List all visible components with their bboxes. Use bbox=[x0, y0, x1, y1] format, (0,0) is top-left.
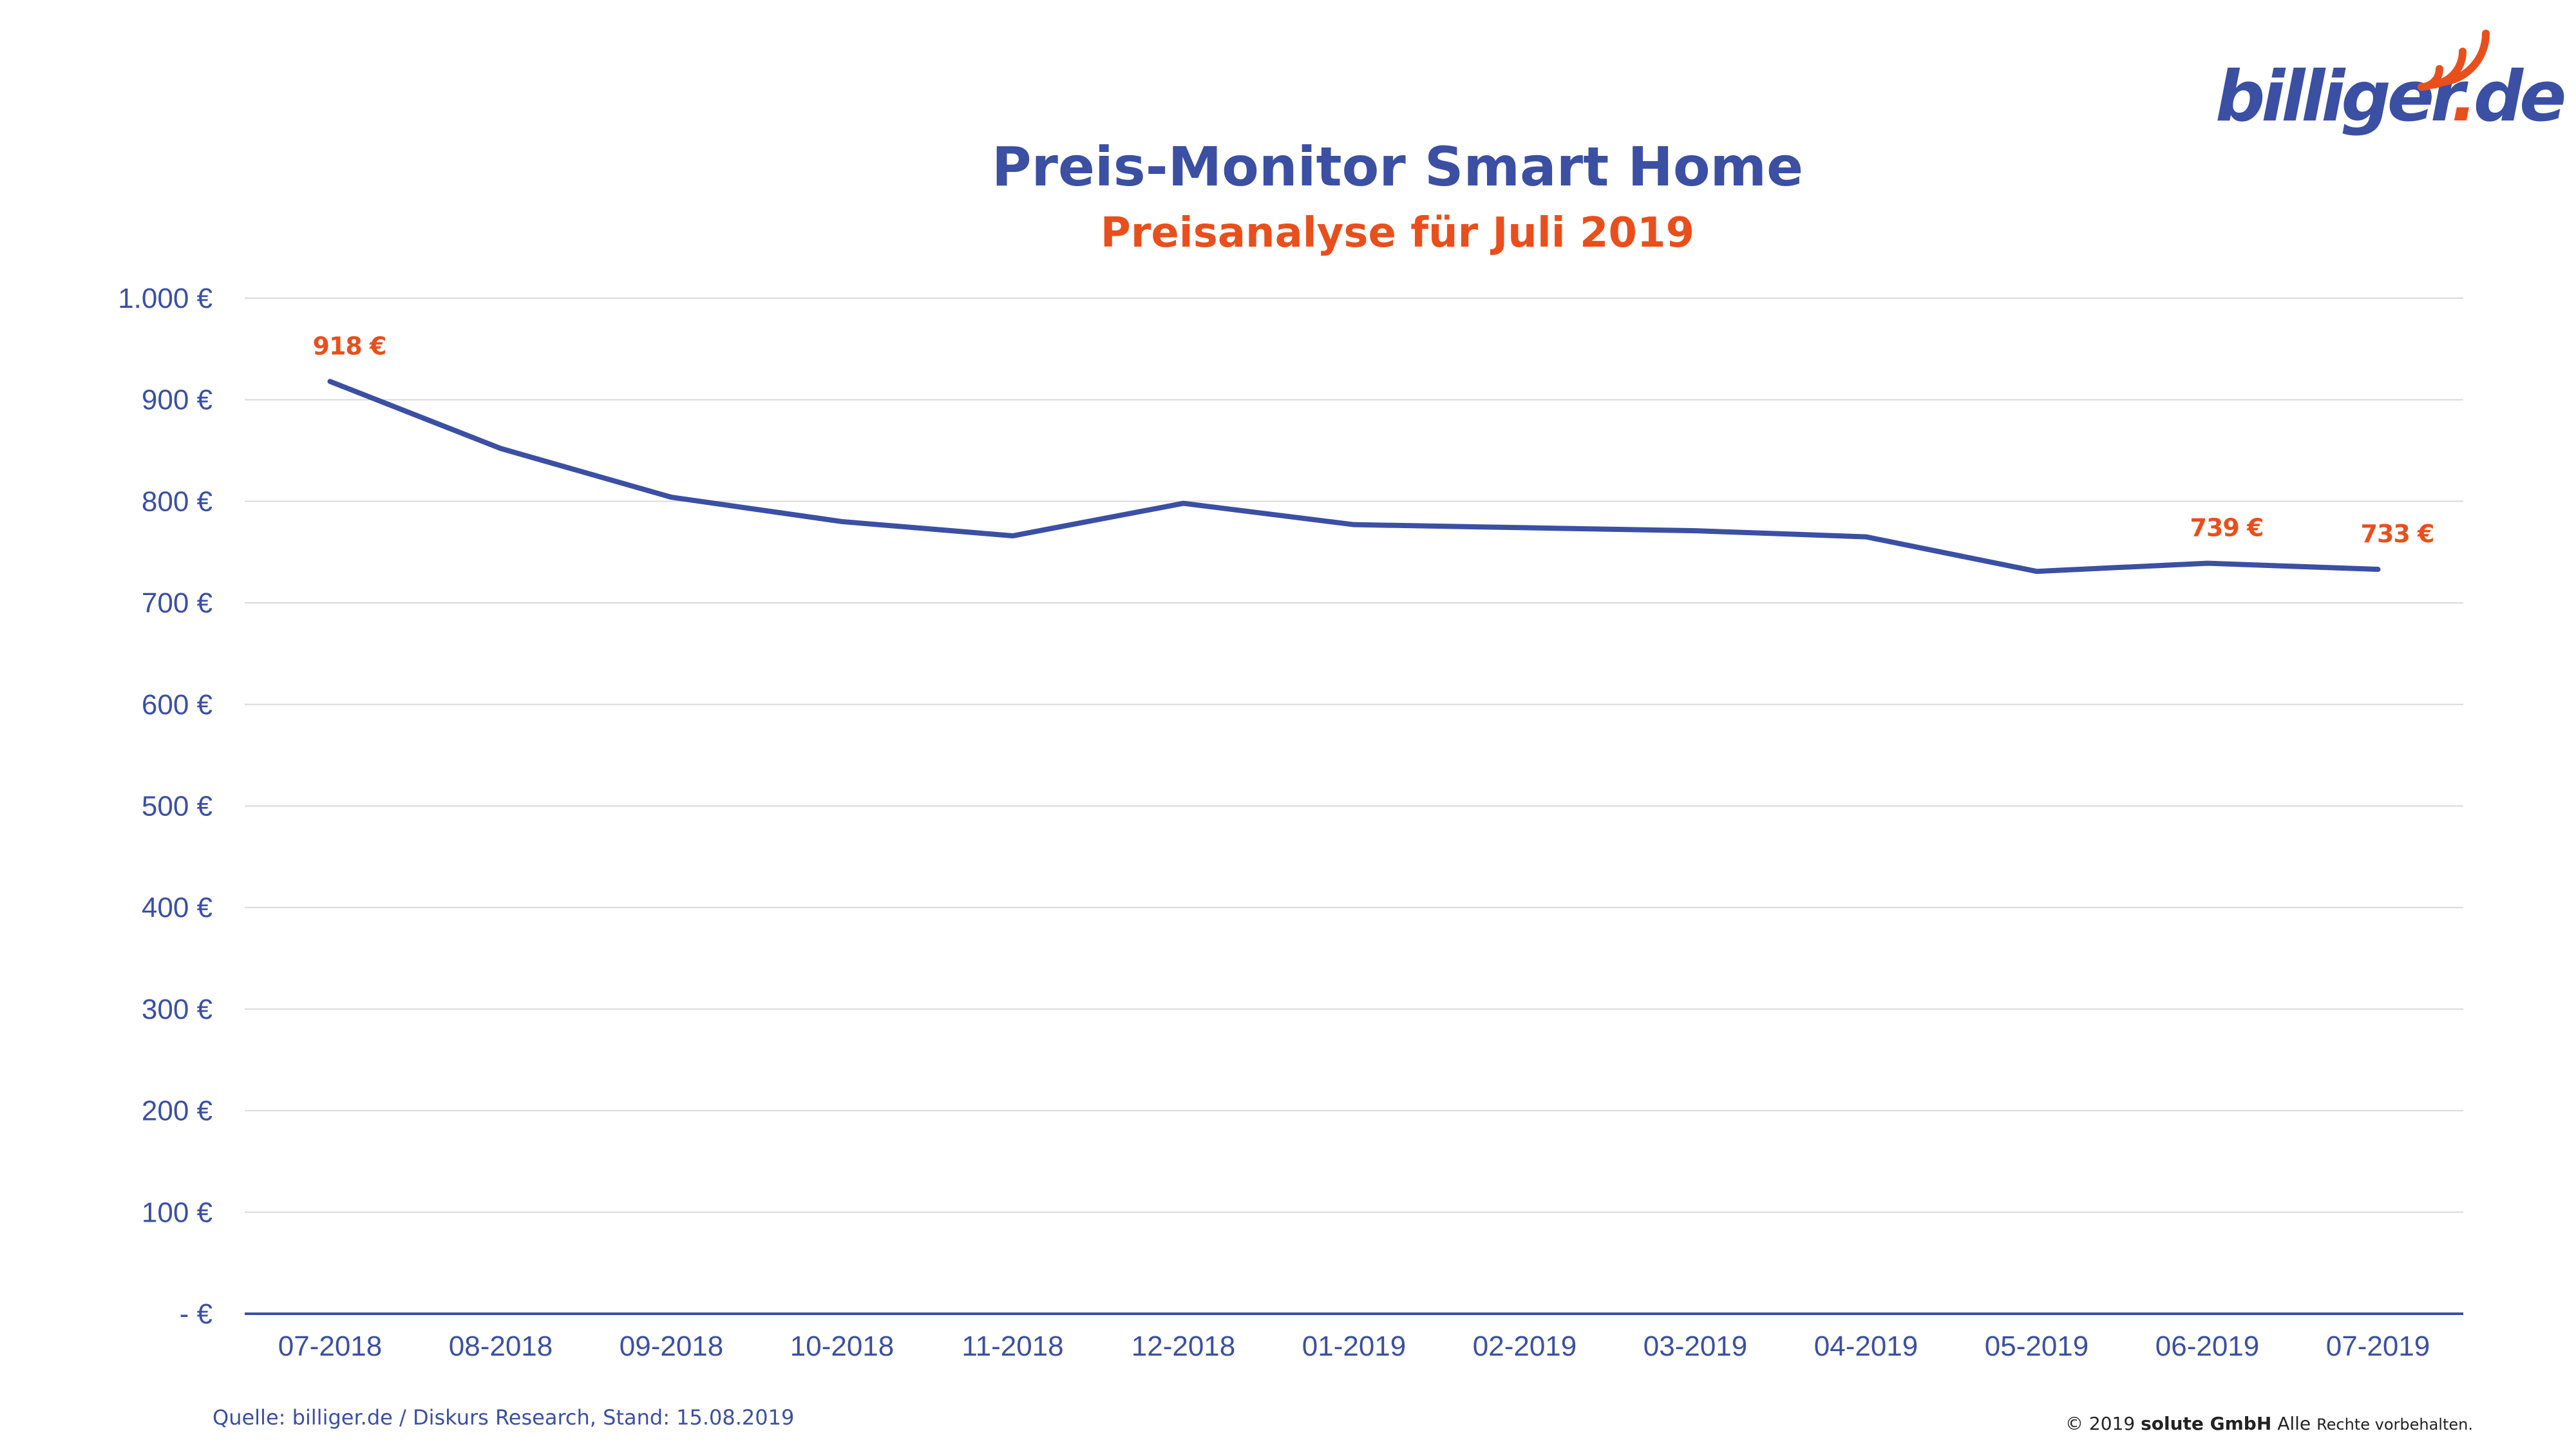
x-tick-label: 05-2019 bbox=[1985, 1331, 2088, 1362]
y-tick-label: - € bbox=[180, 1298, 213, 1330]
y-tick-label: 200 € bbox=[142, 1095, 213, 1127]
y-tick-label: 800 € bbox=[142, 486, 213, 517]
chart-subtitle: Preisanalyse für Juli 2019 bbox=[1100, 209, 1695, 257]
y-tick-label: 700 € bbox=[142, 587, 213, 619]
copyright-note: © 2019 solute GmbH Alle Rechte vorbehalt… bbox=[2065, 1413, 2473, 1434]
y-tick-label: 100 € bbox=[142, 1197, 213, 1228]
copyright-company: solute GmbH bbox=[2141, 1413, 2272, 1434]
x-tick-label: 04-2019 bbox=[1814, 1331, 1918, 1362]
price-series-line bbox=[327, 379, 2381, 574]
x-tick-label: 12-2018 bbox=[1132, 1331, 1235, 1362]
copyright-prefix: © 2019 bbox=[2065, 1413, 2136, 1434]
x-tick-label: 09-2018 bbox=[620, 1331, 723, 1362]
x-tick-label: 11-2018 bbox=[961, 1331, 1063, 1362]
x-tick-label: 08-2018 bbox=[449, 1331, 553, 1362]
source-note: Quelle: billiger.de / Diskurs Research, … bbox=[213, 1405, 795, 1430]
x-tick-label: 01-2019 bbox=[1302, 1331, 1406, 1362]
y-tick-label: 1.000 € bbox=[118, 283, 213, 314]
y-tick-label: 500 € bbox=[142, 791, 213, 822]
y-tick-label: 600 € bbox=[142, 689, 213, 721]
x-axis-ticks: 07-2018 08-2018 09-2018 10-2018 11-2018 12-20… bbox=[278, 1331, 2430, 1362]
gridlines bbox=[245, 298, 2463, 1213]
y-tick-label: 400 € bbox=[142, 892, 213, 923]
logo-brand: billiger bbox=[2215, 57, 2455, 137]
data-label: 733 € bbox=[2361, 520, 2434, 548]
x-tick-label: 06-2019 bbox=[2155, 1331, 2259, 1362]
y-tick-label: 900 € bbox=[142, 384, 213, 416]
x-tick-label: 07-2018 bbox=[278, 1331, 382, 1362]
logo-tld: de bbox=[2473, 57, 2567, 137]
y-tick-label: 300 € bbox=[142, 994, 213, 1025]
billiger-logo: billiger.de bbox=[2215, 26, 2566, 155]
chart-title: Preis-Monitor Smart Home bbox=[991, 135, 1804, 198]
data-label: 739 € bbox=[2190, 514, 2264, 542]
signal-waves-icon bbox=[2418, 30, 2490, 91]
y-axis-ticks: - € 100 € 200 € 300 € 400 € 500 € 600 € 700 € 80… bbox=[118, 283, 213, 1330]
copyright-rest: Rechte vorbehalten. bbox=[2316, 1416, 2473, 1434]
x-tick-label: 02-2019 bbox=[1473, 1331, 1577, 1362]
x-tick-label: 10-2018 bbox=[790, 1331, 894, 1362]
data-label: 918 € bbox=[313, 332, 386, 360]
data-labels: 918 € 739 € 733 € bbox=[313, 332, 2435, 548]
x-tick-label: 07-2019 bbox=[2326, 1331, 2430, 1362]
x-tick-label: 03-2019 bbox=[1643, 1331, 1747, 1362]
copyright-alle: Alle bbox=[2277, 1413, 2311, 1434]
